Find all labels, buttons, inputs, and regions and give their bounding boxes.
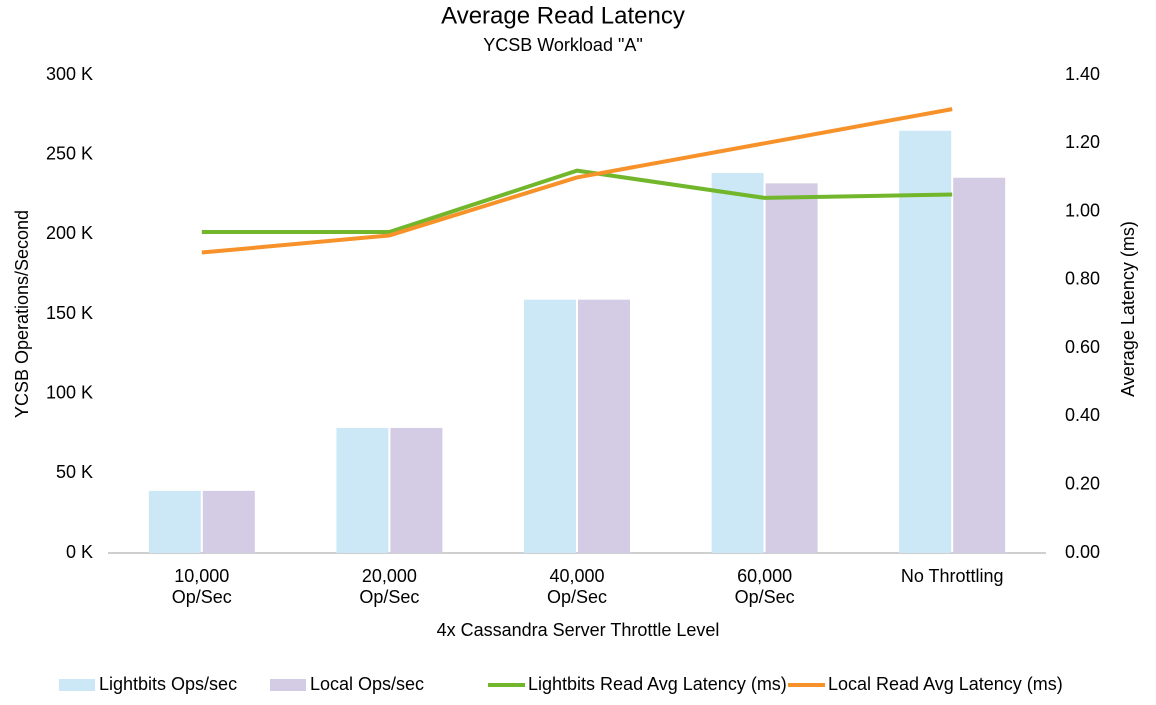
x-tick-label: 20,000 Op/Sec xyxy=(359,566,420,607)
bar xyxy=(711,172,764,554)
y2-axis-title: Average Latency (ms) xyxy=(1118,221,1138,397)
legend-swatch xyxy=(270,679,306,691)
y2-tick-label: 0.00 xyxy=(1065,542,1100,562)
bar xyxy=(336,427,389,553)
bar xyxy=(578,299,630,553)
y-tick-label: 300 K xyxy=(46,64,93,84)
bar xyxy=(899,130,952,553)
line xyxy=(201,168,953,235)
x-tick-label: No Throttling xyxy=(900,566,1004,586)
y-tick-label: 250 K xyxy=(46,143,93,163)
legend-label: Local Read Avg Latency (ms) xyxy=(828,674,1063,694)
y2-tick-label: 0.80 xyxy=(1065,269,1100,289)
x-axis-title: 4x Cassandra Server Throttle Level xyxy=(437,620,720,640)
bar xyxy=(148,490,201,553)
line xyxy=(201,107,953,255)
chart-subtitle: YCSB Workload "A" xyxy=(483,35,643,55)
legend-swatch xyxy=(59,679,95,691)
bar xyxy=(953,177,1006,553)
x-tick-label: 60,000 Op/Sec xyxy=(734,566,795,607)
y2-tick-label: 1.20 xyxy=(1065,132,1100,152)
y-tick-label: 150 K xyxy=(46,303,93,323)
y-tick-label: 50 K xyxy=(56,462,93,482)
y2-tick-label: 0.60 xyxy=(1065,337,1100,357)
bar xyxy=(524,299,576,553)
x-tick-label: 10,000 Op/Sec xyxy=(171,566,232,607)
y2-tick-label: 1.40 xyxy=(1065,64,1100,84)
legend-label: Lightbits Ops/sec xyxy=(99,674,237,694)
legend-label: Local Ops/sec xyxy=(310,674,424,694)
y2-tick-label: 0.40 xyxy=(1065,405,1100,425)
y2-tick-label: 1.00 xyxy=(1065,200,1100,220)
y-axis-title: YCSB Operations/Second xyxy=(12,210,32,418)
y-tick-label: 100 K xyxy=(46,382,93,402)
bar xyxy=(765,183,818,553)
y2-tick-label: 0.20 xyxy=(1065,473,1100,493)
y-tick-label: 0 K xyxy=(66,542,93,562)
legend-label: Lightbits Read Avg Latency (ms) xyxy=(528,674,787,694)
bar xyxy=(390,427,443,553)
y-tick-label: 200 K xyxy=(46,223,93,243)
bar xyxy=(202,490,255,553)
x-tick-label: 40,000 Op/Sec xyxy=(546,566,608,607)
chart-title: Average Read Latency xyxy=(441,2,685,29)
